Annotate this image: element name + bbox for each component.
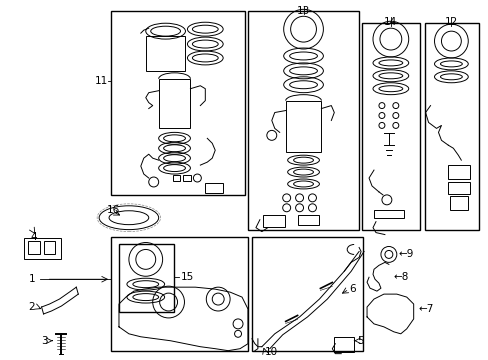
Bar	[447, 182, 469, 194]
Bar	[449, 196, 468, 210]
Bar	[205, 183, 223, 193]
Bar	[447, 165, 469, 179]
Text: 16: 16	[106, 205, 120, 215]
Text: 6: 6	[348, 284, 355, 294]
Bar	[183, 175, 191, 181]
Bar	[111, 237, 247, 351]
Text: ←9: ←9	[398, 249, 413, 260]
Text: 2: 2	[28, 302, 35, 312]
Text: 3: 3	[41, 336, 48, 346]
Bar	[43, 240, 55, 255]
Text: 15: 15	[180, 272, 193, 282]
Bar	[285, 100, 321, 152]
Text: 10: 10	[264, 347, 277, 357]
Text: 5: 5	[356, 336, 363, 346]
Bar	[172, 175, 180, 181]
Bar	[263, 215, 284, 227]
Bar	[373, 210, 403, 218]
Text: 1: 1	[28, 274, 35, 284]
Bar	[145, 36, 185, 71]
Bar	[28, 240, 40, 255]
Bar	[247, 11, 358, 230]
Bar	[158, 79, 190, 129]
Text: ←7: ←7	[418, 304, 433, 314]
Text: 4: 4	[30, 231, 37, 242]
Text: 13: 13	[296, 6, 309, 16]
Bar	[111, 11, 244, 195]
Text: ←8: ←8	[393, 272, 408, 282]
Bar	[251, 237, 362, 351]
Bar	[297, 215, 319, 225]
Text: 14: 14	[384, 17, 397, 27]
Text: 11: 11	[95, 76, 108, 86]
Bar	[424, 23, 478, 230]
Bar	[334, 337, 353, 352]
Bar	[24, 238, 61, 260]
Bar	[361, 23, 419, 230]
Text: 12: 12	[444, 17, 457, 27]
Bar	[119, 244, 173, 312]
